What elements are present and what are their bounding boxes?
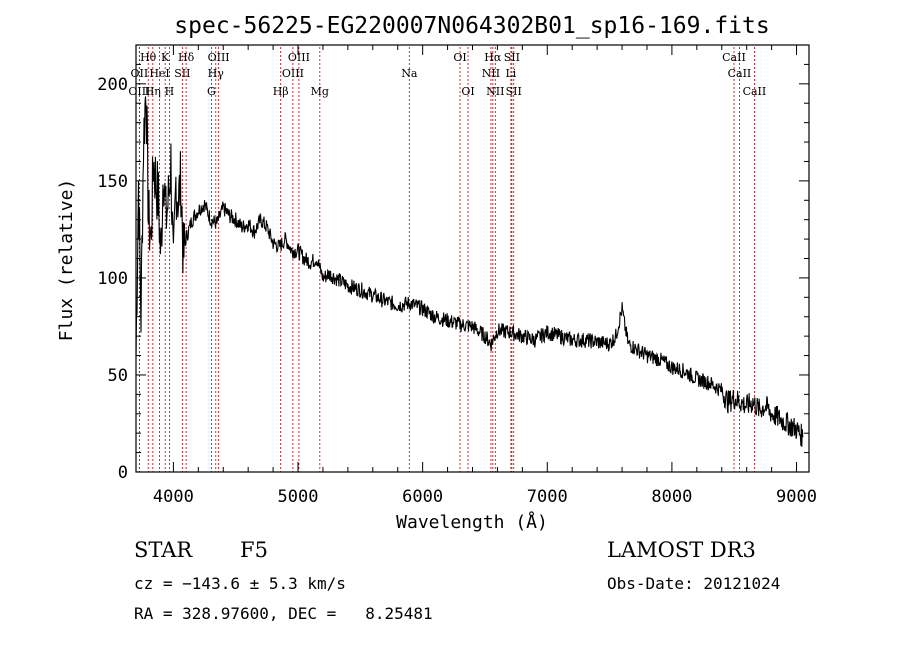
spectrum-line [135, 96, 804, 447]
spectral-line-label: HeI [149, 67, 169, 80]
spectral-line-label: H [165, 85, 175, 98]
y-tick-label: 100 [97, 269, 128, 289]
y-axis-label: Flux (relative) [56, 179, 77, 342]
spectral-line-label: OIII [282, 67, 304, 80]
y-tick-label: 0 [118, 463, 128, 483]
spectral-line-label: Li [505, 67, 516, 80]
x-tick-label: 8000 [651, 487, 692, 507]
spectral-line-label: OIII [128, 85, 150, 98]
spectral-line-label: Hη [145, 85, 161, 98]
x-tick-label: 6000 [402, 487, 443, 507]
spectral-line-label: Hθ [140, 51, 157, 64]
x-tick-label: 7000 [527, 487, 568, 507]
x-ticks: 4000 5000 6000 7000 8000 9000 [153, 45, 817, 507]
spectral-line-label: SII [504, 51, 520, 64]
spectral-line-label: Hβ [273, 85, 289, 98]
spectral-line-label: OII [131, 67, 149, 80]
x-tick-label: 4000 [153, 487, 194, 507]
spectral-line-label: OIII [208, 51, 230, 64]
redshift-cz: cz = −143.6 ± 5.3 km/s [134, 574, 346, 593]
x-tick-label: 5000 [278, 487, 319, 507]
y-tick-label: 200 [97, 75, 128, 95]
spectral-line-label: NII [486, 85, 504, 98]
y-tick-label: 50 [108, 366, 128, 386]
marker-lines [138, 47, 755, 472]
spectral-line-label: CaII [722, 51, 746, 64]
spectral-line-label: K [161, 51, 170, 64]
spectral-line-label: SII [174, 67, 190, 80]
spectral-line-label: Hα [484, 51, 502, 64]
obs-date: Obs-Date: 20121024 [607, 574, 781, 593]
x-tick-label: 9000 [776, 487, 817, 507]
spectral-line-label: NII [482, 67, 500, 80]
spectral-line-label: CaII [743, 85, 767, 98]
spectral-line-label: Na [401, 67, 418, 80]
object-subclass: F5 [240, 538, 268, 562]
spectral-line-label: CaII [728, 67, 752, 80]
spectral-line-label: OI [453, 51, 466, 64]
spectral-line-label: Hγ [208, 67, 225, 80]
chart-title: spec-56225-EG220007N064302B01_sp16-169.f… [174, 13, 769, 39]
x-axis-label: Wavelength (Å) [396, 511, 548, 533]
plot-frame [135, 44, 810, 473]
spectral-line-label: SII [506, 85, 522, 98]
survey-name: LAMOST DR3 [607, 538, 756, 562]
spectral-line-label: Hδ [178, 51, 195, 64]
object-class: STAR [134, 538, 193, 562]
coordinates: RA = 328.97600, DEC = 8.25481 [134, 604, 433, 623]
spectral-line-label: OIII [288, 51, 310, 64]
spectral-line-label: OI [461, 85, 474, 98]
y-tick-label: 150 [97, 172, 128, 192]
spectral-line-label: G [207, 85, 216, 98]
spectral-line-label: Mg [311, 85, 329, 98]
y-ticks: 0 50 100 150 200 [97, 44, 809, 483]
